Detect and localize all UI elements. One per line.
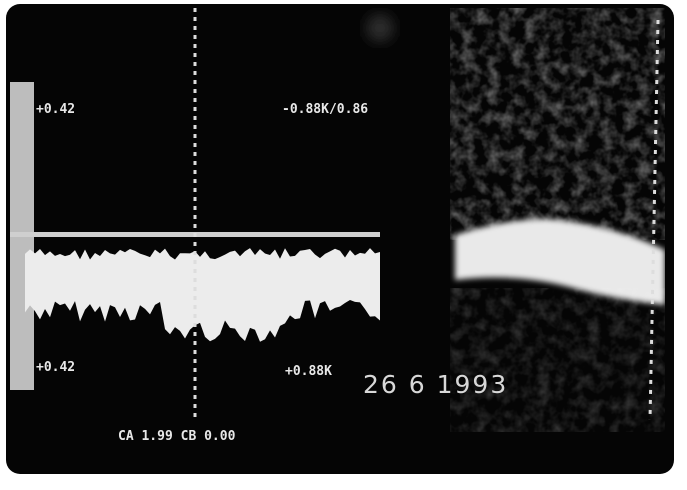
velocity-label: +0.88K [285,364,332,379]
ultrasound-screen: +0.42 -0.88K/0.86 +0.42 +0.88K 26 6 1993… [0,0,687,490]
date-stamp: 26 6 1993 [363,370,508,399]
scale-label: +0.42 [36,102,75,117]
cursor-readout: CA 1.99 CB 0.00 [118,429,236,444]
artifact [366,14,394,42]
page: +0.42 -0.88K/0.86 +0.42 +0.88K 26 6 1993… [0,0,687,490]
scale-label: +0.42 [36,360,75,375]
velocity-label: -0.88K/0.86 [282,102,368,117]
